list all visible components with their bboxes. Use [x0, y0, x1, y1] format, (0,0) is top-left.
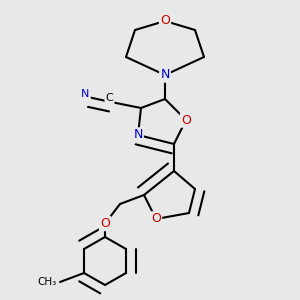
Text: O: O [100, 217, 110, 230]
Text: O: O [151, 212, 161, 226]
Text: CH₃: CH₃ [38, 277, 57, 287]
Text: O: O [181, 113, 191, 127]
Text: O: O [160, 14, 170, 28]
Text: N: N [160, 68, 170, 82]
Text: N: N [133, 128, 143, 142]
Text: C: C [106, 93, 113, 103]
Text: N: N [81, 89, 90, 99]
